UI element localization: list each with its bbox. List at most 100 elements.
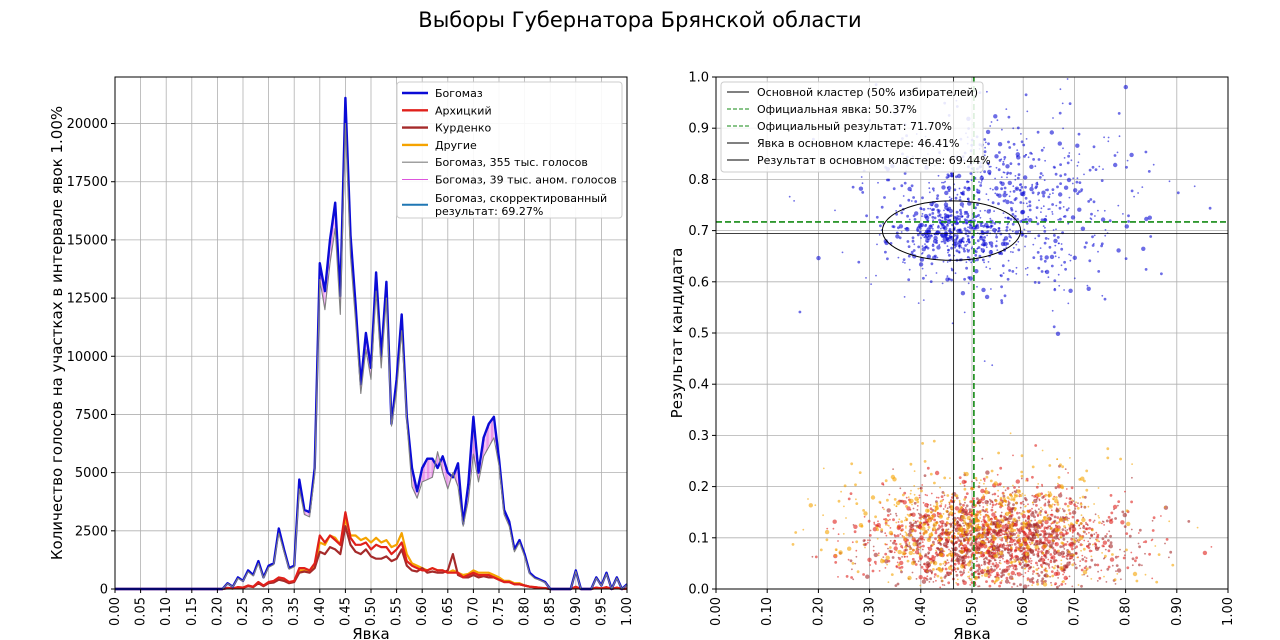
scatter-point-g2 bbox=[980, 520, 983, 523]
scatter-point-g2 bbox=[1151, 577, 1154, 580]
scatter-point-g2 bbox=[1008, 582, 1011, 584]
scatter-point-g2 bbox=[917, 524, 922, 530]
scatter-point-g2 bbox=[1015, 546, 1018, 550]
scatter-point-g2 bbox=[1040, 555, 1043, 558]
scatter-point-g0 bbox=[989, 267, 991, 270]
scatter-point-g4 bbox=[939, 486, 941, 489]
scatter-point-g2 bbox=[1050, 570, 1054, 573]
scatter-point-g4 bbox=[963, 521, 967, 525]
scatter-point-g4 bbox=[1006, 496, 1010, 499]
legend-label: Богомаз, 355 тыс. голосов bbox=[435, 156, 588, 169]
x-tick-label: 1.00 bbox=[620, 597, 635, 626]
scatter-point-g1 bbox=[916, 233, 920, 237]
scatter-point-g4 bbox=[1020, 470, 1024, 474]
scatter-point-g2 bbox=[1050, 509, 1053, 512]
scatter-point-g4 bbox=[949, 526, 952, 529]
scatter-point-g4 bbox=[971, 508, 973, 511]
scatter-point-g0 bbox=[1094, 215, 1096, 217]
scatter-point-g3 bbox=[896, 582, 900, 586]
scatter-point-g4 bbox=[1063, 525, 1066, 528]
scatter-point-g4 bbox=[949, 506, 955, 511]
scatter-point-g2 bbox=[832, 527, 835, 530]
scatter-point-g2 bbox=[999, 568, 1001, 570]
scatter-point-g2 bbox=[837, 533, 840, 536]
scatter-point-g2 bbox=[1015, 479, 1020, 484]
scatter-point-g4 bbox=[1005, 539, 1008, 541]
scatter-point-g2 bbox=[937, 496, 940, 499]
scatter-point-g1 bbox=[921, 245, 924, 248]
scatter-point-g2 bbox=[931, 554, 935, 558]
scatter-point-g4 bbox=[888, 546, 892, 549]
scatter-point-g0 bbox=[986, 234, 988, 237]
scatter-point-g4 bbox=[902, 535, 906, 539]
scatter-point-g1 bbox=[884, 250, 887, 254]
scatter-point-g4 bbox=[1005, 531, 1007, 534]
scatter-point-g4 bbox=[960, 542, 963, 545]
scatter-point-g4 bbox=[1042, 519, 1044, 521]
scatter-point-g3 bbox=[986, 531, 990, 535]
scatter-point-g3 bbox=[1039, 514, 1042, 516]
scatter-point-g3 bbox=[1022, 503, 1025, 506]
scatter-point-g3 bbox=[956, 520, 959, 523]
scatter-point-g2 bbox=[900, 565, 904, 569]
scatter-point-g0 bbox=[955, 175, 958, 179]
scatter-point-g4 bbox=[929, 472, 933, 476]
scatter-point-g0 bbox=[1052, 325, 1056, 329]
scatter-point-g0 bbox=[960, 291, 966, 296]
scatter-point-g0 bbox=[870, 283, 872, 285]
scatter-point-g2 bbox=[980, 488, 985, 494]
scatter-point-g0 bbox=[1044, 237, 1048, 240]
scatter-point-g3 bbox=[992, 529, 997, 534]
scatter-point-g0 bbox=[1040, 270, 1044, 273]
scatter-point-g3 bbox=[1035, 524, 1041, 529]
scatter-point-g0 bbox=[1035, 206, 1039, 210]
scatter-point-g0 bbox=[902, 261, 904, 263]
scatter-point-g4 bbox=[953, 499, 956, 502]
scatter-point-g3 bbox=[1036, 554, 1040, 558]
scatter-point-g2 bbox=[995, 562, 998, 564]
scatter-point-g4 bbox=[1041, 449, 1044, 452]
scatter-point-g2 bbox=[1044, 519, 1049, 525]
scatter-point-g2 bbox=[1098, 576, 1102, 580]
scatter-point-g0 bbox=[1027, 156, 1030, 159]
scatter-point-g3 bbox=[1047, 526, 1049, 529]
scatter-point-g4 bbox=[855, 498, 857, 501]
scatter-point-g4 bbox=[950, 573, 953, 575]
scatter-point-g0 bbox=[1017, 248, 1021, 252]
scatter-point-g2 bbox=[957, 561, 961, 565]
scatter-point-g3 bbox=[1068, 575, 1071, 578]
scatter-point-g4 bbox=[978, 482, 981, 484]
scatter-point-g2 bbox=[868, 534, 872, 537]
scatter-point-g4 bbox=[1034, 544, 1039, 550]
scatter-point-g3 bbox=[943, 576, 947, 579]
scatter-point-g3 bbox=[1048, 525, 1051, 528]
scatter-point-g1 bbox=[929, 207, 932, 210]
scatter-point-g0 bbox=[903, 181, 907, 185]
scatter-point-g4 bbox=[960, 506, 963, 508]
scatter-point-g3 bbox=[1019, 564, 1022, 566]
scatter-point-g1 bbox=[961, 238, 964, 240]
scatter-point-g2 bbox=[1065, 488, 1068, 490]
scatter-point-g3 bbox=[1164, 542, 1166, 545]
scatter-point-g0 bbox=[977, 198, 981, 201]
scatter-point-g3 bbox=[1063, 548, 1066, 550]
scatter-point-g0 bbox=[1100, 242, 1104, 246]
scatter-point-g2 bbox=[885, 534, 888, 537]
scatter-point-g4 bbox=[1012, 498, 1016, 502]
scatter-point-g0 bbox=[1062, 127, 1064, 130]
scatter-point-g2 bbox=[1051, 555, 1056, 560]
scatter-point-g4 bbox=[1101, 552, 1103, 554]
scatter-point-g4 bbox=[1031, 501, 1034, 504]
scatter-point-g0 bbox=[1023, 175, 1028, 180]
scatter-point-g0 bbox=[1040, 148, 1044, 152]
scatter-point-g3 bbox=[964, 510, 968, 514]
scatter-point-g4 bbox=[840, 490, 842, 493]
scatter-point-g4 bbox=[974, 504, 978, 507]
scatter-point-g2 bbox=[1041, 485, 1044, 487]
scatter-point-g1 bbox=[953, 188, 957, 192]
scatter-point-g0 bbox=[1020, 209, 1026, 215]
legend-label: Результат в основном кластере: 69.44% bbox=[757, 154, 991, 167]
scatter-point-g0 bbox=[902, 258, 906, 261]
scatter-point-g0 bbox=[924, 243, 926, 246]
scatter-point-g1 bbox=[958, 217, 961, 221]
